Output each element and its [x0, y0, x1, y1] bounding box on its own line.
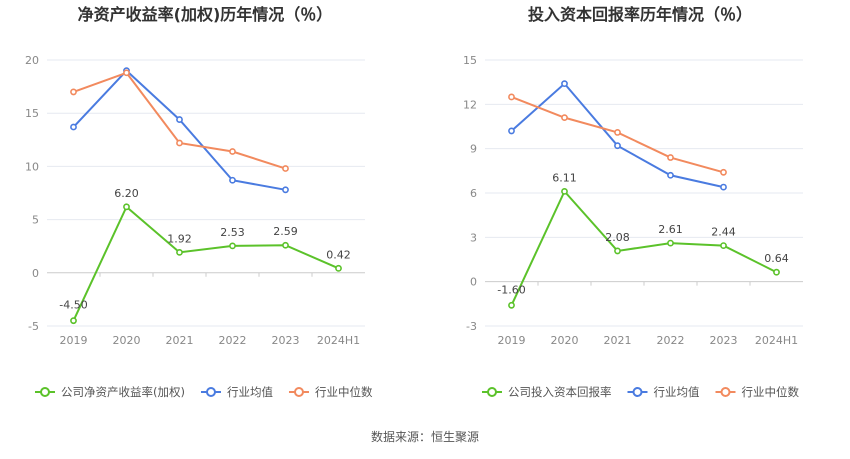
x-tick-label: 2022: [657, 334, 685, 347]
y-tick-label: 12: [463, 98, 477, 111]
x-tick-label: 2020: [551, 334, 579, 347]
data-point: [229, 176, 236, 184]
legend-marker: [487, 387, 497, 397]
x-tick-label: 2019: [498, 334, 526, 347]
data-point: [614, 129, 621, 136]
series-line-1: [72, 69, 286, 191]
legend-item: 行业均值: [654, 385, 700, 399]
legend-marker: [632, 387, 643, 397]
y-tick-label: 5: [32, 214, 39, 227]
data-label: 2.44: [711, 226, 736, 239]
y-tick-label: 15: [463, 54, 477, 67]
data-point: [667, 239, 674, 247]
y-tick-label: 3: [470, 231, 477, 244]
y-tick-label: -3: [466, 320, 477, 333]
y-tick-label: 0: [32, 267, 39, 280]
x-tick-label: 2022: [219, 334, 247, 347]
data-point: [508, 93, 515, 101]
roic-chart: 投入资本回报率历年情况（％） -3 0 3 6 9 12 15 2019 2020 2021 2022…: [463, 5, 803, 399]
data-point: [561, 187, 568, 195]
data-label: -4.50: [59, 299, 87, 312]
data-point: [720, 183, 727, 191]
data-label: 2.53: [220, 226, 245, 239]
data-point: [614, 247, 621, 255]
data-point: [614, 142, 621, 150]
data-point: [282, 241, 289, 249]
data-point: [282, 186, 289, 194]
data-point: [335, 264, 342, 272]
data-point: [229, 242, 236, 250]
data-point: [282, 165, 289, 172]
y-tick-label: -5: [28, 320, 39, 333]
x-tick-label: 2023: [272, 334, 300, 347]
legend-item: 公司净资产收益率(加权): [61, 385, 185, 399]
legend-marker: [40, 387, 50, 397]
x-tick-label: 2021: [604, 334, 632, 347]
data-point: [720, 242, 727, 250]
data-point: [561, 80, 568, 88]
data-label: 2.08: [605, 231, 630, 244]
y-tick-label: 10: [25, 160, 39, 173]
data-point: [773, 268, 780, 276]
series-line-0: [510, 189, 777, 306]
data-label: 0.64: [764, 252, 789, 265]
data-point: [70, 123, 77, 131]
data-point: [508, 301, 515, 309]
x-tick-label: 2023: [710, 334, 738, 347]
data-label: 6.11: [552, 171, 577, 184]
source-footer: 数据来源：恒生聚源: [370, 430, 479, 444]
x-tick-label: 2019: [60, 334, 88, 347]
data-point: [561, 114, 568, 122]
data-point: [720, 168, 727, 176]
data-point: [176, 248, 183, 256]
data-point: [667, 171, 674, 179]
data-label: 1.92: [167, 232, 192, 245]
data-point: [70, 317, 77, 325]
legend-item: 行业中位数: [742, 385, 800, 399]
x-tick-label: 2024H1: [755, 334, 798, 347]
series-line-0: [72, 205, 339, 322]
x-tick-label: 2024H1: [317, 334, 360, 347]
x-tick-label: 2021: [166, 334, 194, 347]
data-label: 6.20: [114, 187, 139, 200]
legend-item: 行业均值: [227, 385, 273, 399]
data-point: [123, 203, 130, 211]
y-tick-label: 9: [470, 143, 477, 156]
legend-item: 行业中位数: [315, 385, 373, 399]
data-point: [667, 154, 674, 161]
y-tick-label: 15: [25, 107, 39, 120]
x-tick-label: 2020: [113, 334, 141, 347]
data-point: [123, 69, 130, 77]
data-label: 2.61: [658, 223, 683, 236]
legend-marker: [205, 387, 216, 397]
data-point: [508, 127, 515, 135]
data-point: [176, 116, 183, 123]
y-tick-label: 6: [470, 187, 477, 200]
data-point: [176, 139, 183, 147]
y-tick-label: 20: [25, 54, 39, 67]
roe-chart: 净资产收益率(加权)历年情况（％） -5 0 5 10 15 20 2019 2020 2021 2…: [25, 5, 373, 399]
legend-marker: [720, 387, 731, 397]
data-point: [70, 88, 77, 96]
y-tick-label: 0: [470, 276, 477, 289]
data-point: [229, 148, 236, 155]
data-label: -1.60: [497, 283, 525, 296]
legend-marker: [293, 387, 304, 397]
data-label: 2.59: [273, 225, 298, 238]
legend-item: 公司投入资本回报率: [508, 385, 612, 399]
chart-title: 投入资本回报率历年情况（％）: [528, 5, 752, 24]
chart-title: 净资产收益率(加权)历年情况（％）: [78, 5, 333, 24]
data-label: 0.42: [326, 248, 351, 261]
